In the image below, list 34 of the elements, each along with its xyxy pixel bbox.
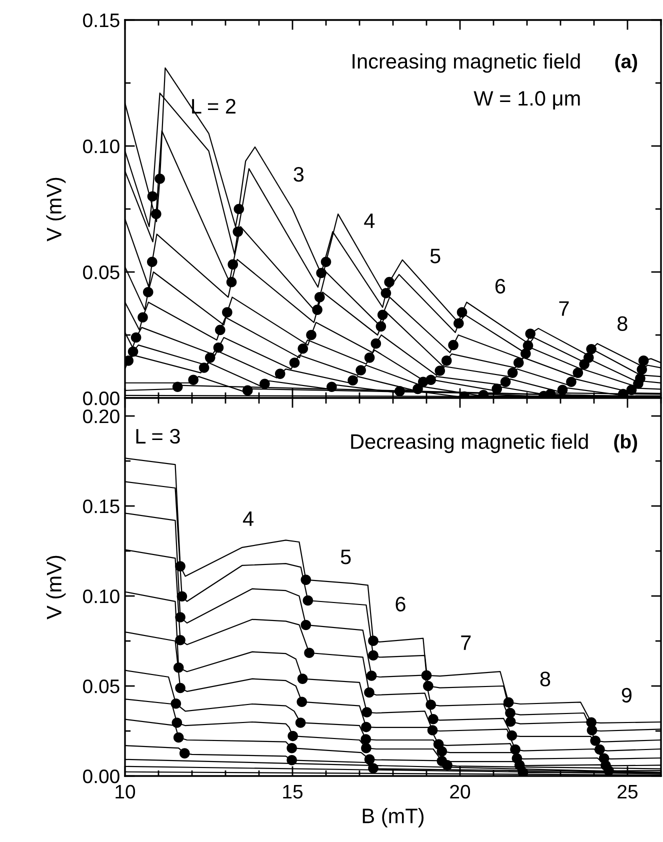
annotation: 4 [242,512,254,526]
y-tick-label: 0.00 [83,391,120,406]
y-tick-label: 0.05 [83,265,120,280]
y-tick-label: 0.10 [83,139,120,154]
annotation: Decreasing magnetic field [351,434,588,454]
annotation: (a) [615,54,638,72]
annotation: 5 [340,550,351,564]
y-tick-label: 0.20 [83,409,120,424]
annotation: 7 [559,301,569,316]
x-tick-label: 10 [116,784,136,799]
x-tick-label: 20 [450,784,470,799]
annotation: 3 [294,166,304,182]
annotation: 8 [540,672,550,686]
annotation: W = 1.0 μm [474,90,580,110]
annotation: 8 [618,316,628,332]
annotation: 6 [495,278,506,294]
y-tick-label: 0.15 [83,499,120,514]
y-axis-title: V (mV) [46,556,66,620]
y-tick-label: 0.15 [83,13,120,28]
annotation: 5 [430,248,440,264]
x-tick-label: 15 [283,785,302,799]
y-axis-title: V (mV) [46,178,66,242]
y-tick-label: 0.00 [83,769,120,784]
annotation: (b) [614,434,638,452]
x-axis-title: B (mT) [362,808,424,828]
y-tick-label: 0.05 [83,679,120,694]
annotation: L = 3 [136,428,180,444]
annotation: 4 [364,214,375,228]
annotation: 9 [622,688,632,703]
y-tick-label: 0.10 [83,589,120,604]
x-tick-label: 25 [618,784,638,799]
annotation: 7 [461,636,471,650]
annotation: 6 [396,596,406,612]
annotation: Increasing magnetic field [352,53,580,73]
